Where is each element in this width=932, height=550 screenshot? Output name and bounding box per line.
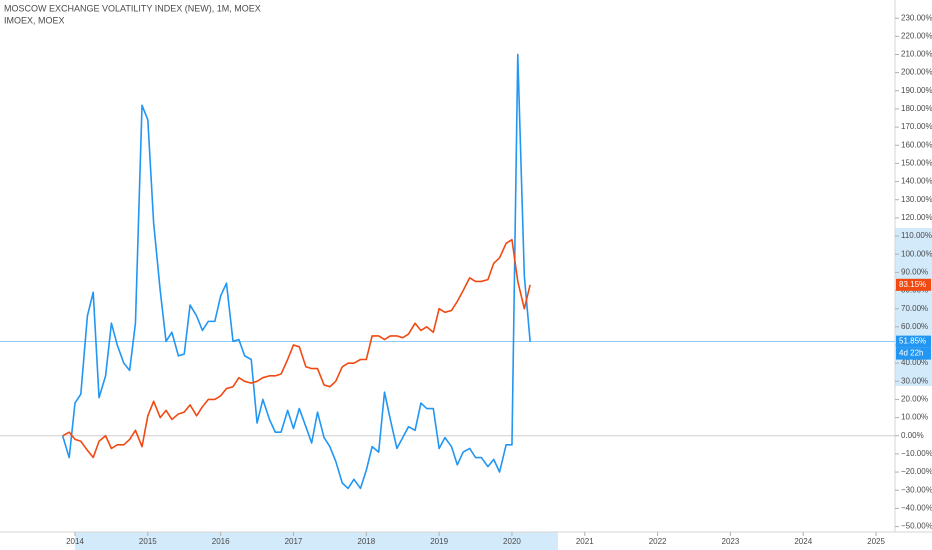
series-line [62,238,531,459]
last-value-label: 51.85% [899,337,926,346]
y-tick-label: 110.00% [901,231,932,240]
x-tick-label: 2021 [576,537,594,546]
y-tick-label: 120.00% [901,213,932,222]
y-tick-label: 0.00% [901,431,924,440]
y-tick-label: 70.00% [901,304,928,313]
y-tick-label: 10.00% [901,413,928,422]
x-tick-label: 2017 [285,537,303,546]
y-tick-label: 160.00% [901,140,932,149]
axis-highlight [75,532,558,550]
x-tick-label: 2023 [722,537,740,546]
last-value-label: 83.15% [899,280,926,289]
y-tick-label: 140.00% [901,177,932,186]
y-tick-label: 90.00% [901,267,928,276]
y-tick-label: 190.00% [901,86,932,95]
axis-highlight [895,228,932,386]
y-tick-label: −20.00% [901,467,932,476]
series-line [61,53,531,490]
x-tick-label: 2022 [649,537,667,546]
x-tick-label: 2014 [66,537,84,546]
y-tick-label: 170.00% [901,122,932,131]
series-title: IMOEX, MOEX [4,15,65,25]
x-tick-label: 2020 [503,537,521,546]
y-tick-label: 220.00% [901,31,932,40]
y-tick-label: 180.00% [901,104,932,113]
y-tick-label: −50.00% [901,522,932,531]
y-tick-label: 60.00% [901,322,928,331]
y-tick-label: 40.00% [901,358,928,367]
x-tick-label: 2019 [430,537,448,546]
y-tick-label: 130.00% [901,195,932,204]
y-tick-label: 150.00% [901,159,932,168]
y-tick-label: −30.00% [901,485,932,494]
x-tick-label: 2018 [357,537,375,546]
last-value-box [896,335,931,348]
y-tick-label: −40.00% [901,504,932,513]
y-tick-label: 210.00% [901,50,932,59]
y-tick-label: 100.00% [901,249,932,258]
y-tick-label: 20.00% [901,395,928,404]
countdown-label: 4d 22h [899,349,923,358]
y-tick-label: −10.00% [901,449,932,458]
x-tick-label: 2015 [139,537,157,546]
y-tick-label: 200.00% [901,68,932,77]
last-value-box [896,278,931,291]
x-tick-label: 2024 [794,537,812,546]
countdown-box [896,347,931,360]
x-tick-label: 2016 [212,537,230,546]
y-tick-label: 30.00% [901,376,928,385]
x-tick-label: 2025 [867,537,885,546]
series-title: MOSCOW EXCHANGE VOLATILITY INDEX (NEW), … [4,3,261,13]
y-tick-label: 230.00% [901,13,932,22]
